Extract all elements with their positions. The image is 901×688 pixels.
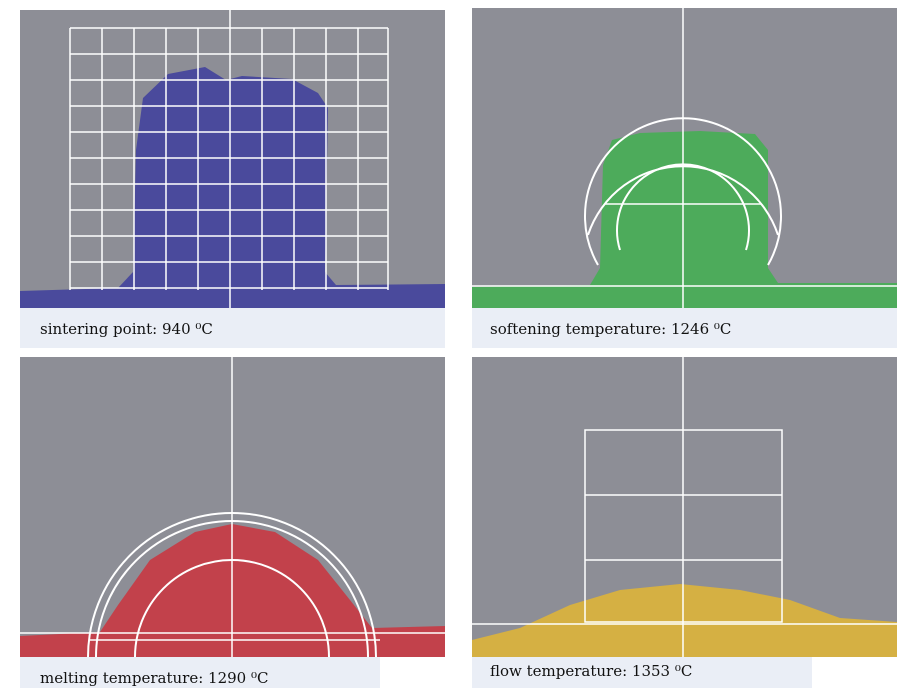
caption: melting temperature: 1290 ⁰C xyxy=(40,669,268,687)
caption: sintering point: 940 ⁰C xyxy=(40,320,213,338)
page: sintering point: 940 ⁰C softening temper… xyxy=(0,0,901,688)
caption: softening temperature: 1246 ⁰C xyxy=(490,320,731,338)
panel-softening xyxy=(472,8,897,308)
caption: flow temperature: 1353 ⁰C xyxy=(490,662,692,680)
figure: sintering point: 940 ⁰C softening temper… xyxy=(0,0,901,688)
panel-flow xyxy=(472,357,897,657)
panel-melting xyxy=(20,357,445,657)
panel-sintering xyxy=(20,10,445,308)
